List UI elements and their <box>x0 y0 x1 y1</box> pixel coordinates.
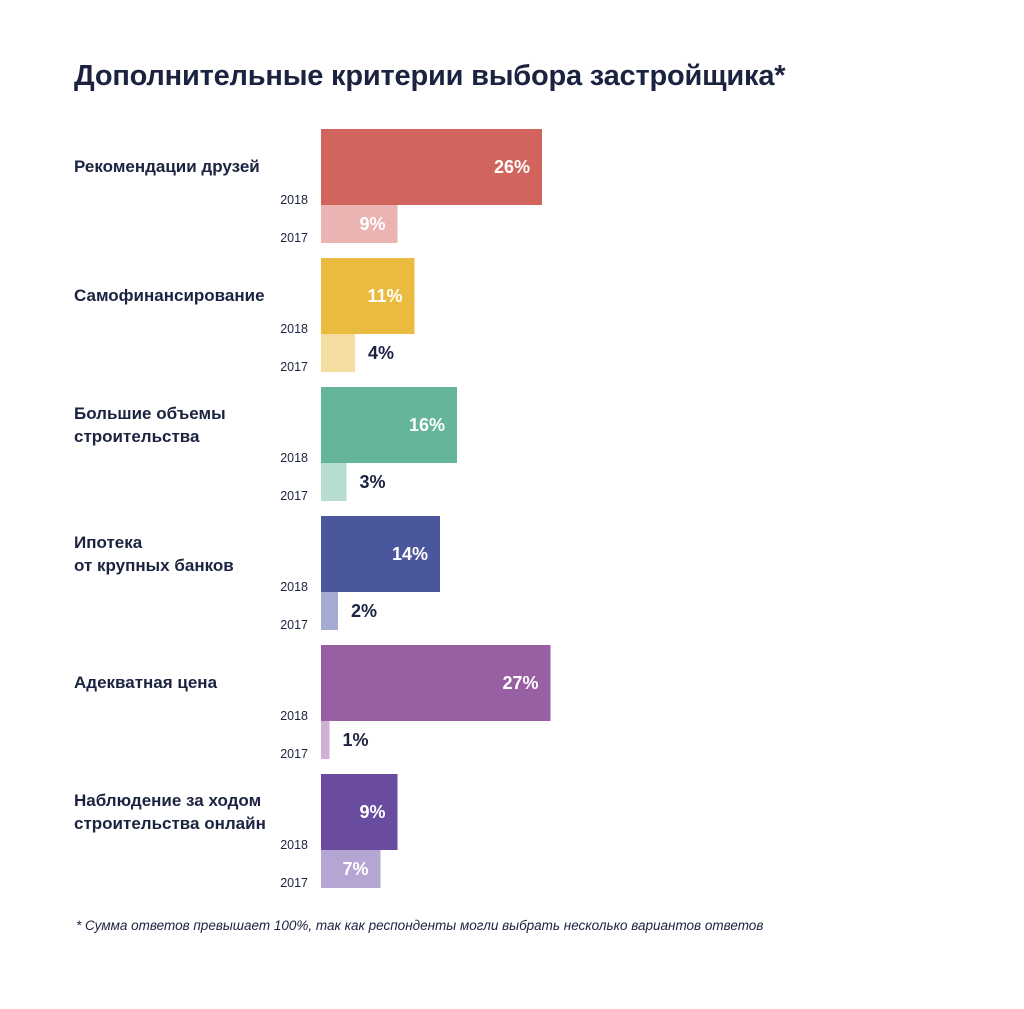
year-label-2017: 2017 <box>280 231 308 245</box>
data-label-2017: 7% <box>342 859 368 879</box>
year-label-2018: 2018 <box>280 709 308 723</box>
data-label-2017: 3% <box>360 472 386 492</box>
data-label-2017: 1% <box>343 730 369 750</box>
category-label: строительства <box>74 427 200 446</box>
data-label-2017: 2% <box>351 601 377 621</box>
category-label: Рекомендации друзей <box>74 157 260 176</box>
data-label-2017: 4% <box>368 343 394 363</box>
category-label: Самофинансирование <box>74 286 265 305</box>
bar-2017 <box>321 850 381 888</box>
bar-2018 <box>321 258 415 334</box>
year-label-2018: 2018 <box>280 322 308 336</box>
data-label-2018: 27% <box>502 673 538 693</box>
data-label-2017: 9% <box>359 214 385 234</box>
year-label-2017: 2017 <box>280 876 308 890</box>
year-label-2018: 2018 <box>280 193 308 207</box>
year-label-2018: 2018 <box>280 451 308 465</box>
year-label-2017: 2017 <box>280 747 308 761</box>
bar-2017 <box>321 721 330 759</box>
chart-footnote: * Сумма ответов превышает 100%, так как … <box>76 918 764 933</box>
chart-title: Дополнительные критерии выбора застройщи… <box>74 60 786 92</box>
category-label: Ипотека <box>74 533 143 552</box>
bar-2017 <box>321 592 338 630</box>
data-label-2018: 11% <box>367 286 402 306</box>
category-label: Наблюдение за ходом <box>74 791 261 810</box>
category-label: строительства онлайн <box>74 814 266 833</box>
data-label-2018: 26% <box>494 157 530 177</box>
data-label-2018: 16% <box>409 415 445 435</box>
year-label-2017: 2017 <box>280 489 308 503</box>
category-label: Большие объемы <box>74 404 226 423</box>
year-label-2017: 2017 <box>280 618 308 632</box>
category-label: от крупных банков <box>74 556 234 575</box>
bar-2018 <box>321 387 457 463</box>
bar-2018 <box>321 774 398 850</box>
year-label-2018: 2018 <box>280 580 308 594</box>
year-label-2017: 2017 <box>280 360 308 374</box>
data-label-2018: 14% <box>392 544 428 564</box>
bar-2017 <box>321 463 347 501</box>
bar-2018 <box>321 645 551 721</box>
bar-2017 <box>321 334 355 372</box>
category-label: Адекватная цена <box>74 673 218 692</box>
year-label-2018: 2018 <box>280 838 308 852</box>
bar-2018 <box>321 516 440 592</box>
bar-2018 <box>321 129 542 205</box>
bar-2017 <box>321 205 398 243</box>
data-label-2018: 9% <box>359 802 385 822</box>
